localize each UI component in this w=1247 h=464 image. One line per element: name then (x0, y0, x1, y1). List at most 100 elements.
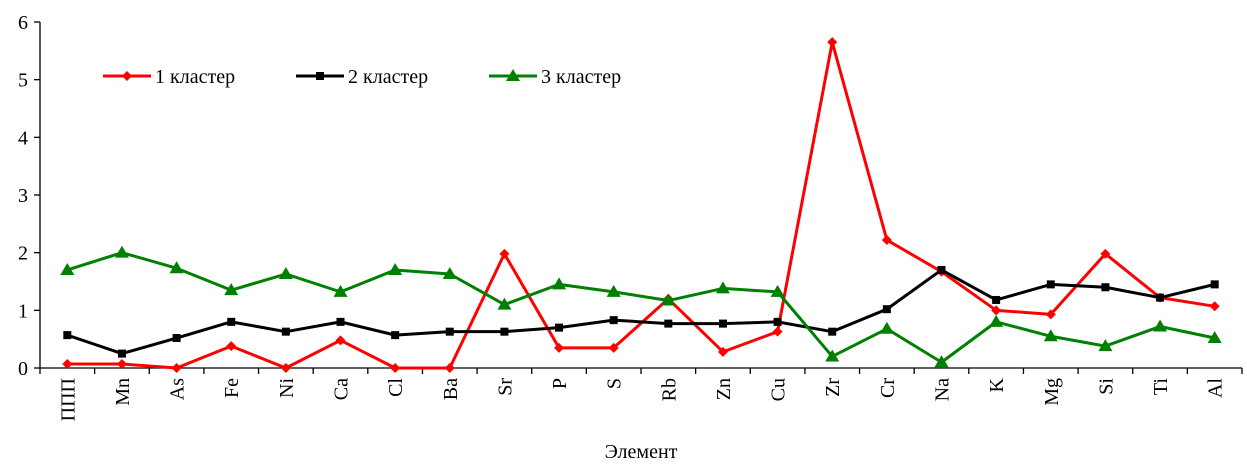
data-point (171, 363, 182, 373)
data-point (278, 267, 293, 280)
data-point (1153, 319, 1168, 332)
x-tick-label: Cr (877, 378, 899, 398)
data-point (717, 346, 728, 357)
series-2 (63, 265, 1219, 358)
x-tick-label: Ca (331, 378, 353, 400)
data-point (281, 327, 290, 336)
legend-marker (506, 69, 520, 81)
y-tick-label: 3 (18, 185, 28, 207)
data-point (770, 284, 785, 297)
data-point (772, 326, 783, 337)
legend-label: 2 кластер (348, 66, 428, 88)
data-point (992, 295, 1001, 304)
x-tick-label: Al (1205, 378, 1227, 398)
data-point (336, 317, 345, 326)
data-point (444, 363, 455, 373)
data-point (497, 297, 512, 310)
data-point (828, 327, 837, 336)
legend-item: 1 кластер (103, 66, 235, 88)
legend-label: 3 кластер (541, 66, 621, 88)
data-point (117, 349, 126, 358)
x-tick-label: K (986, 377, 1008, 392)
x-tick-label: Ba (440, 378, 462, 400)
legend-item: 2 кластер (296, 66, 428, 88)
data-point (664, 319, 673, 328)
data-point (552, 277, 567, 290)
data-point (718, 319, 727, 328)
x-tick-label: Ti (1150, 378, 1172, 396)
data-point (1210, 280, 1219, 289)
y-tick-label: 2 (18, 243, 28, 265)
data-point (335, 335, 346, 346)
x-tick-label: Na (932, 378, 954, 401)
data-point (1046, 280, 1055, 289)
series-group (60, 37, 1222, 373)
x-tick-label: As (167, 378, 189, 400)
x-tick-label: Fe (221, 378, 243, 398)
data-point (500, 327, 509, 336)
data-point (499, 248, 510, 259)
y-axis-ticks: 0 1 2 3 4 5 6 (18, 12, 40, 380)
data-point (937, 265, 946, 274)
data-point (555, 323, 564, 332)
y-tick-label: 0 (18, 358, 28, 380)
x-tick-label: Zn (713, 378, 735, 400)
data-point (1098, 339, 1113, 352)
data-point (715, 281, 730, 294)
data-point (114, 245, 129, 258)
data-point (825, 349, 840, 362)
data-point (991, 305, 1002, 316)
data-point (442, 267, 457, 280)
data-point (609, 316, 618, 325)
data-point (1156, 293, 1165, 302)
data-point (390, 363, 401, 373)
data-point (280, 363, 291, 373)
data-point (391, 331, 400, 340)
legend: 1 кластер 2 кластер 3 кластер (103, 66, 621, 88)
data-point (116, 358, 127, 369)
x-tick-label: Cl (385, 378, 407, 397)
data-point (661, 293, 676, 306)
data-point (445, 327, 454, 336)
data-point (606, 284, 621, 297)
data-point (1043, 329, 1058, 342)
series-line (66, 251, 1215, 364)
data-point (226, 341, 237, 352)
x-tick-label: Zr (822, 378, 844, 397)
legend-label: 1 кластер (155, 66, 235, 88)
x-tick-label: Rb (658, 378, 680, 401)
data-point (1100, 248, 1111, 259)
data-point (989, 314, 1004, 327)
data-point (333, 284, 348, 297)
data-point (773, 317, 782, 326)
x-axis-title: Элемент (605, 441, 678, 463)
data-point (62, 358, 73, 369)
data-point (1209, 301, 1220, 312)
data-point (388, 262, 403, 275)
x-tick-label: Sr (494, 378, 516, 396)
data-point (882, 305, 891, 314)
data-point (879, 321, 894, 334)
y-tick-label: 1 (18, 300, 28, 322)
data-point (1045, 309, 1056, 320)
data-point (827, 37, 838, 48)
data-point (224, 283, 239, 296)
x-tick-label: P (549, 378, 571, 389)
y-tick-label: 4 (18, 127, 28, 149)
x-tick-label: Mg (1041, 378, 1063, 406)
x-tick-label: Ni (276, 378, 298, 398)
data-point (169, 261, 184, 274)
legend-marker (122, 71, 132, 81)
data-point (1207, 331, 1222, 344)
x-tick-label: Si (1095, 378, 1117, 395)
data-point (1101, 283, 1110, 292)
data-point (554, 342, 565, 353)
data-point (63, 331, 72, 340)
series-line (66, 268, 1216, 356)
x-tick-label: Mn (112, 378, 134, 406)
series-3 (60, 245, 1222, 368)
data-point (227, 317, 236, 326)
data-point (608, 342, 619, 353)
data-point (881, 234, 892, 245)
